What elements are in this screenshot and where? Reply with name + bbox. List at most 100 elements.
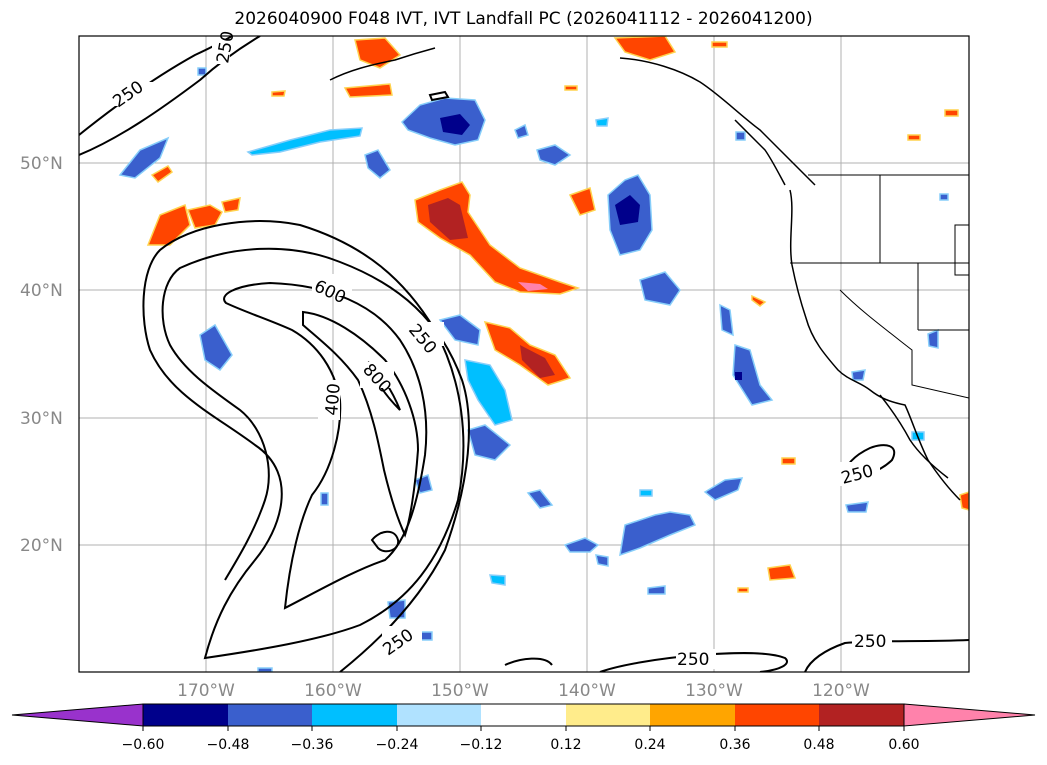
map-frame xyxy=(78,35,970,673)
coastlines xyxy=(329,47,961,501)
negative-region-18 xyxy=(387,599,406,619)
colorbar-tick-1: −0.60 xyxy=(122,737,165,753)
lon-label-120w: 120°W xyxy=(812,681,870,701)
positive-region-north-2 xyxy=(343,83,393,98)
positive-region-south-5 xyxy=(959,491,969,511)
contour-600 xyxy=(302,310,420,538)
positive-region-subtropical-core xyxy=(520,345,555,378)
coastline-alaska-islands xyxy=(329,47,436,81)
lon-label-140w: 140°W xyxy=(558,681,616,701)
colorbar-extend-high xyxy=(903,703,1036,727)
negative-region-5 xyxy=(514,123,529,139)
positive-ivt-regions xyxy=(146,36,969,593)
negative-region-north-peak xyxy=(440,114,470,135)
negative-region-6 xyxy=(639,271,681,306)
colorbar-segment-5 xyxy=(481,704,566,726)
map-title: 2026040900 F048 IVT, IVT Landfall PC (20… xyxy=(234,9,813,29)
negative-region-26 xyxy=(735,131,746,141)
positive-region-main-peak xyxy=(518,282,548,291)
positive-region-north-5 xyxy=(271,90,286,97)
colorbar-segment-2 xyxy=(228,704,312,726)
lat-label-40n: 40°N xyxy=(20,281,63,301)
negative-region-28 xyxy=(647,585,666,595)
colorbar-tick-7: 0.24 xyxy=(634,737,665,753)
colorbar-tick-3: −0.36 xyxy=(291,737,334,753)
colorbar: −0.60 −0.48 −0.36 −0.24 −0.12 0.12 0.24 … xyxy=(11,703,1036,753)
negative-region-31 xyxy=(595,554,609,567)
positive-region-south-3 xyxy=(737,587,749,593)
lon-label-150w: 150°W xyxy=(431,681,489,701)
negative-region-12-peak xyxy=(735,372,742,380)
colorbar-tick-6: 0.12 xyxy=(550,737,581,753)
colorbar-tick-4: −0.24 xyxy=(376,737,419,753)
colorbar-segment-4 xyxy=(397,704,481,726)
colorbar-segment-9 xyxy=(819,704,904,726)
negative-region-11 xyxy=(719,303,734,337)
negative-region-band-2 xyxy=(118,136,170,179)
negative-region-8 xyxy=(464,359,513,426)
negative-region-15 xyxy=(563,537,600,553)
lon-label-170w: 170°W xyxy=(177,681,235,701)
colorbar-segment-3 xyxy=(312,704,397,726)
colorbar-segment-6 xyxy=(566,704,650,726)
colorbar-tick-5: −0.12 xyxy=(460,737,503,753)
negative-region-14 xyxy=(619,511,697,557)
positive-region-north-4 xyxy=(568,187,596,216)
colorbar-segment-7 xyxy=(650,704,735,726)
positive-region-north-9 xyxy=(944,109,959,117)
coastline-bc xyxy=(734,119,786,186)
positive-region-north-7 xyxy=(711,41,728,48)
negative-region-10 xyxy=(199,323,233,372)
coastline-alaska xyxy=(619,57,816,186)
contour-label-250-s: 250 xyxy=(677,650,709,670)
negative-region-16 xyxy=(526,489,554,509)
negative-region-29 xyxy=(257,667,273,672)
colorbar-tick-8: 0.36 xyxy=(719,737,750,753)
lon-label-130w: 130°W xyxy=(685,681,743,701)
positive-region-west-3 xyxy=(221,197,241,213)
negative-region-9 xyxy=(467,424,512,461)
colorbar-extend-low xyxy=(11,703,144,727)
negative-region-25 xyxy=(197,67,207,76)
latitude-labels: 50°N 40°N 30°N 20°N xyxy=(20,154,63,556)
negative-region-7 xyxy=(438,314,481,346)
negative-region-4 xyxy=(536,144,572,166)
colorbar-segment-1 xyxy=(143,704,228,726)
colorbar-segment-8 xyxy=(735,704,819,726)
colorbar-tick-2: −0.48 xyxy=(207,737,250,753)
borders xyxy=(790,174,969,399)
negative-region-12 xyxy=(732,343,774,406)
contour-250-small-3 xyxy=(504,657,553,666)
contour-label-400: 400 xyxy=(322,382,345,416)
positive-region-south-7 xyxy=(150,165,174,184)
positive-region-north-6 xyxy=(564,85,578,91)
positive-region-north-8 xyxy=(907,134,921,141)
negative-region-33 xyxy=(939,193,949,201)
contour-250-small-2 xyxy=(370,530,400,553)
contour-250-northwest xyxy=(79,36,261,156)
lat-label-20n: 20°N xyxy=(20,536,63,556)
colorbar-tick-9: 0.48 xyxy=(803,737,834,753)
negative-region-23 xyxy=(851,369,866,381)
positive-region-west-2 xyxy=(186,204,224,229)
negative-region-20 xyxy=(639,489,653,497)
contour-labels: 250 250 600 250 800 400 250 250 250 250 xyxy=(109,29,892,670)
contour-250-south-1 xyxy=(599,652,788,672)
contour-250-small-1 xyxy=(428,90,450,102)
negative-region-3 xyxy=(364,149,391,179)
contour-label-250-se: 250 xyxy=(854,632,886,652)
positive-region-south-1 xyxy=(767,564,797,581)
negative-region-19 xyxy=(489,574,506,586)
colorbar-tick-10: 0.60 xyxy=(888,737,919,753)
negative-region-east-peak xyxy=(615,195,640,225)
contour-250-inner xyxy=(161,247,470,672)
lat-label-50n: 50°N xyxy=(20,154,63,174)
lat-label-30n: 30°N xyxy=(20,409,63,429)
negative-region-13 xyxy=(703,477,744,501)
negative-region-21 xyxy=(845,501,869,513)
lon-label-160w: 160°W xyxy=(304,681,362,701)
coastline-west-coast xyxy=(789,189,961,501)
coastline-baja xyxy=(879,394,949,479)
negative-region-27 xyxy=(320,492,329,506)
